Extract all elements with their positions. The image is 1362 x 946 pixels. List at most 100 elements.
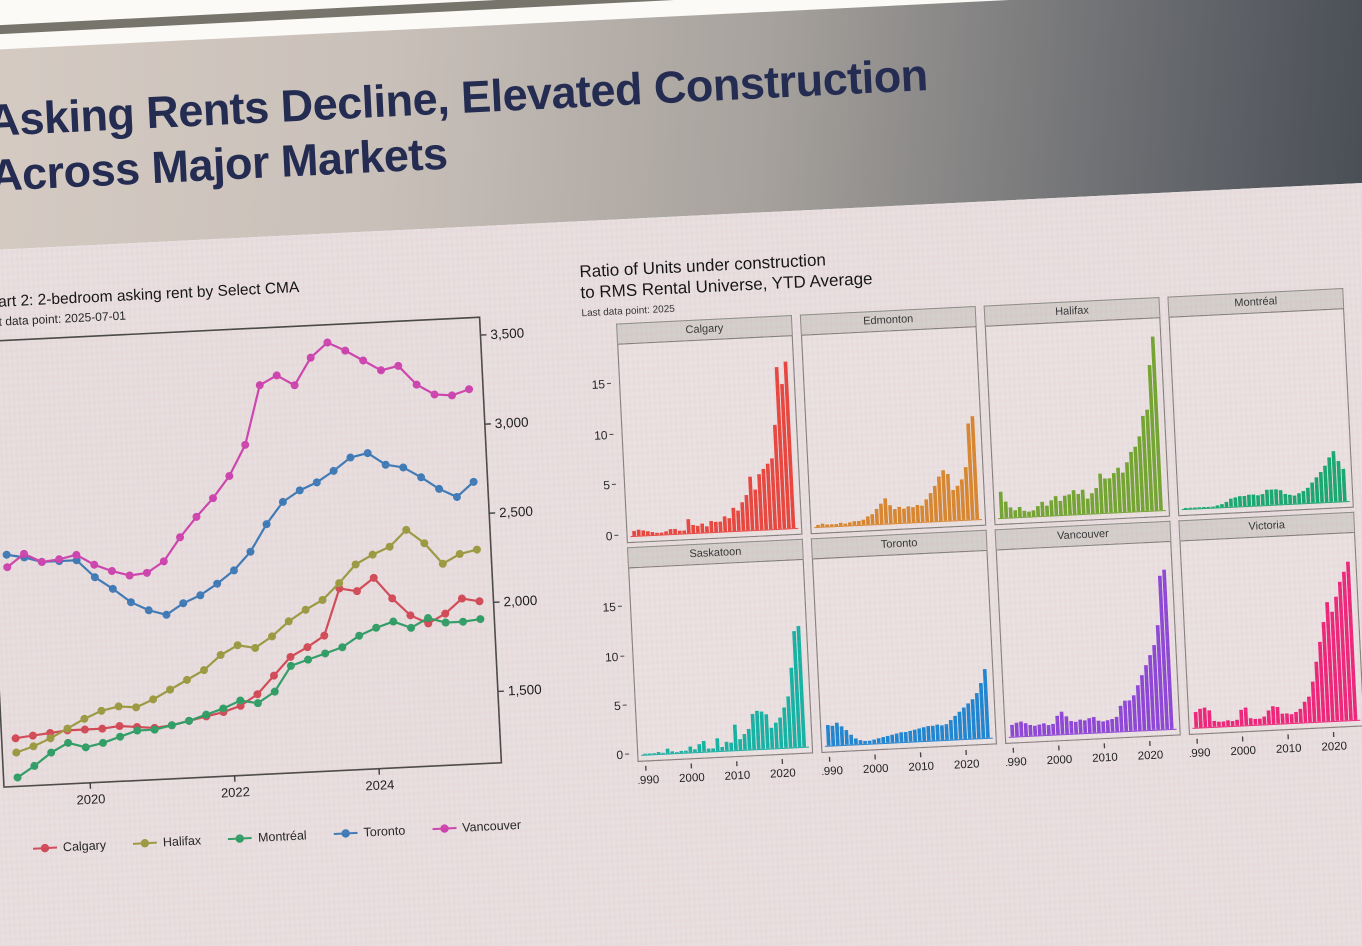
svg-text:2020: 2020	[1137, 749, 1163, 762]
series-point-Montréal	[116, 732, 125, 741]
y-tick-label: 3,000	[494, 415, 528, 432]
legend-marker-icon	[333, 829, 358, 838]
facet-bars-Saskatoon	[627, 558, 814, 762]
series-point-Calgary	[253, 690, 262, 699]
svg-text:1990: 1990	[638, 774, 660, 787]
series-line-Toronto	[6, 451, 475, 616]
facet-x-axis-Vancouver: 1990 2000 2010 2020	[1005, 739, 1182, 770]
series-point-Vancouver	[465, 385, 474, 394]
facet-panel-Montréal: Montréal	[1167, 287, 1354, 516]
series-point-Vancouver	[323, 338, 332, 347]
series-point-Toronto	[108, 584, 117, 593]
series-point-Montréal	[185, 716, 194, 725]
series-point-Vancouver	[412, 380, 421, 389]
series-line-Montréal	[16, 616, 481, 779]
svg-text:1990: 1990	[821, 765, 843, 778]
series-point-Montréal	[441, 618, 450, 627]
series-point-Vancouver	[377, 366, 386, 375]
series-point-Calgary	[406, 611, 415, 620]
series-point-Montréal	[167, 721, 176, 730]
series-point-Toronto	[162, 610, 171, 619]
facet-y-tick-label: 15	[602, 599, 622, 614]
facet-y-axis: 0 5 10 15	[593, 547, 630, 767]
slide-title-line1: Asking Rents Decline, Elevated Construct…	[0, 49, 929, 147]
series-point-Calgary	[441, 609, 450, 618]
x-tick-label: 2022	[221, 784, 251, 800]
series-point-Vancouver	[90, 560, 99, 569]
facet-panel-Halifax: Halifax	[983, 296, 1171, 525]
legend-marker-icon	[432, 824, 457, 833]
series-point-Montréal	[30, 761, 39, 770]
chart-legend: Calgary Halifax Montréal Toronto Vancouver	[32, 814, 590, 855]
series-point-Toronto	[312, 478, 321, 487]
facet-x-labels: 1990 2000 2010 2020	[638, 758, 796, 787]
series-point-Vancouver	[125, 571, 134, 580]
series-point-Calgary	[303, 643, 312, 652]
svg-text:2010: 2010	[1092, 751, 1118, 764]
series-point-Halifax	[12, 748, 21, 757]
series-point-Calgary	[388, 594, 397, 603]
series-point-Halifax	[455, 549, 464, 558]
legend-label: Toronto	[363, 823, 406, 840]
series-point-Montréal	[286, 661, 295, 670]
slide-content: Chart 2: 2-bedroom asking rent by Select…	[0, 175, 1362, 946]
series-point-Halifax	[97, 706, 106, 715]
facet-panel-Toronto: Toronto	[810, 529, 998, 753]
series-point-Toronto	[435, 484, 444, 493]
x-tick-label: 2020	[76, 791, 106, 807]
series-point-Vancouver	[394, 361, 403, 370]
series-point-Vancouver	[430, 390, 439, 399]
series-point-Calgary	[80, 725, 89, 734]
series-point-Vancouver	[3, 563, 12, 572]
series-point-Halifax	[385, 542, 394, 551]
series-point-Toronto	[417, 473, 426, 482]
series-point-Calgary	[286, 652, 295, 661]
series-point-Montréal	[64, 738, 73, 747]
series-point-Vancouver	[55, 555, 64, 564]
series-point-Calgary	[320, 631, 329, 640]
rent-line-chart: 1,500 2,000 2,500 3,000 3,500 2020 2022 2024	[0, 316, 542, 808]
series-point-Toronto	[363, 449, 372, 458]
legend-marker-icon	[132, 839, 158, 848]
series-point-Halifax	[402, 525, 411, 534]
series-point-Montréal	[47, 748, 56, 757]
series-point-Vancouver	[341, 346, 350, 355]
series-point-Halifax	[438, 559, 447, 568]
facet-y-tick-label: 10	[594, 427, 614, 442]
svg-text:1990: 1990	[1005, 756, 1027, 769]
y-tick-label: 1,500	[508, 682, 542, 699]
facet-y-axis: 0 5 10 15	[582, 323, 619, 548]
series-point-Halifax	[368, 550, 377, 559]
facet-x-axis-Saskatoon: 1990 2000 2010 2020	[638, 757, 815, 788]
series-point-Calgary	[475, 597, 484, 606]
series-line-Calgary	[15, 576, 480, 740]
facet-bars-Halifax	[984, 316, 1171, 525]
facet-bars-Toronto	[811, 549, 998, 753]
legend-item-Toronto: Toronto	[333, 823, 406, 841]
svg-text:2020: 2020	[1321, 740, 1347, 753]
series-point-Vancouver	[306, 353, 315, 362]
facet-panel-Vancouver: Vancouver	[994, 520, 1181, 744]
svg-text:2020: 2020	[954, 758, 980, 771]
legend-item-Halifax: Halifax	[132, 833, 201, 850]
facet-x-axis-Toronto: 1990 2000 2010 2020	[821, 748, 998, 779]
series-point-Toronto	[126, 598, 135, 607]
series-point-Montréal	[389, 617, 398, 626]
series-point-Halifax	[420, 539, 429, 548]
series-point-Toronto	[246, 547, 255, 556]
series-point-Montréal	[321, 649, 330, 658]
facet-bars-Victoria	[1179, 531, 1362, 735]
construction-ratio-block: Ratio of Units under construction to RMS…	[579, 224, 1362, 789]
series-point-Calgary	[352, 587, 361, 596]
x-tick-label: 2024	[365, 777, 395, 793]
series-point-Halifax	[183, 675, 192, 684]
legend-label: Vancouver	[461, 817, 522, 835]
series-point-Vancouver	[272, 371, 281, 380]
facet-y-tick-label: 0	[616, 747, 630, 762]
series-point-Montréal	[81, 743, 90, 752]
series-point-Toronto	[329, 466, 338, 475]
series-point-Toronto	[2, 550, 11, 559]
series-point-Montréal	[372, 623, 381, 632]
